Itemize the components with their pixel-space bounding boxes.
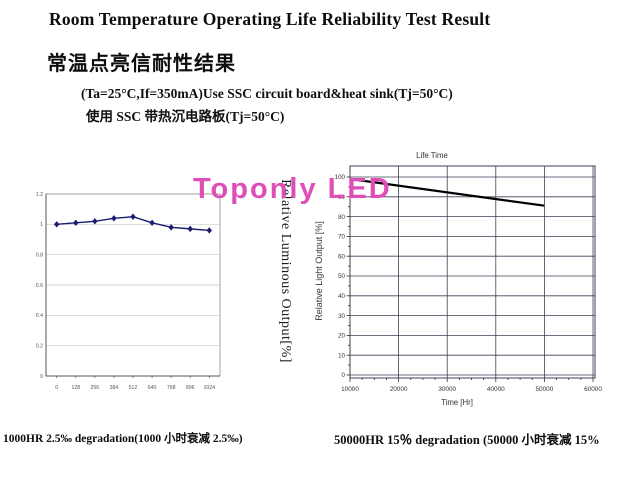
svg-text:100: 100 — [335, 174, 346, 181]
svg-text:0.4: 0.4 — [36, 313, 43, 319]
svg-text:0: 0 — [40, 374, 43, 380]
svg-text:1.2: 1.2 — [36, 192, 43, 198]
svg-text:40: 40 — [338, 293, 345, 300]
svg-text:1: 1 — [40, 222, 43, 228]
right-chart-y-axis-label: Relative Light Output [%] — [314, 221, 324, 321]
svg-text:50: 50 — [338, 273, 345, 280]
svg-text:0: 0 — [342, 372, 346, 379]
svg-text:20: 20 — [338, 333, 345, 340]
svg-text:128: 128 — [71, 385, 80, 391]
svg-text:1024: 1024 — [204, 385, 216, 391]
svg-text:384: 384 — [110, 385, 119, 391]
caption-1000hr-degradation: 1000HR 2.5‰ degradation(1000 小时衰减 2.5‰) — [3, 433, 243, 445]
svg-text:256: 256 — [91, 385, 100, 391]
svg-text:60: 60 — [338, 253, 345, 260]
life-time-line-chart: 0 10 20 30 40 50 60 70 80 90 100 10000 20000 30000 400… — [335, 151, 603, 407]
test-conditions-cn: 使用 SSC 带热沉电路板(Tj=50°C) — [86, 109, 285, 124]
svg-text:10: 10 — [338, 352, 345, 359]
svg-text:Time [Hr]: Time [Hr] — [441, 398, 473, 407]
svg-text:896: 896 — [186, 385, 195, 391]
svg-text:80: 80 — [338, 214, 345, 221]
svg-text:0.2: 0.2 — [36, 343, 43, 349]
svg-text:50000: 50000 — [536, 386, 554, 393]
svg-text:30: 30 — [338, 313, 345, 320]
svg-text:20000: 20000 — [390, 386, 408, 393]
svg-text:0.6: 0.6 — [36, 283, 43, 289]
svg-text:60000: 60000 — [584, 386, 602, 393]
svg-text:640: 640 — [148, 385, 157, 391]
caption-50000hr-degradation: 50000HR 15％ degradation (50000 小时衰减 15% — [334, 433, 600, 447]
svg-text:Life Time: Life Time — [416, 151, 448, 160]
svg-text:10000: 10000 — [341, 386, 359, 393]
slide-title-chinese: 常温点亮信耐性结果 — [47, 53, 236, 75]
svg-text:768: 768 — [167, 385, 176, 391]
toponly-led-watermark: Toponly LED — [193, 173, 392, 205]
svg-text:512: 512 — [129, 385, 138, 391]
svg-text:0: 0 — [55, 385, 58, 391]
test-conditions-en: (Ta=25°C,If=350mA)Use SSC circuit board&… — [81, 86, 453, 101]
svg-text:0.8: 0.8 — [36, 252, 43, 258]
luminous-output-line-chart: 0 0.2 0.4 0.6 0.8 1 1.2 0 128 256 384 512 640 768 896 1… — [36, 192, 221, 391]
svg-text:70: 70 — [338, 234, 345, 241]
svg-text:30000: 30000 — [438, 386, 456, 393]
svg-text:90: 90 — [338, 194, 345, 201]
svg-text:40000: 40000 — [487, 386, 505, 393]
slide-title: Room Temperature Operating Life Reliabil… — [49, 9, 491, 29]
